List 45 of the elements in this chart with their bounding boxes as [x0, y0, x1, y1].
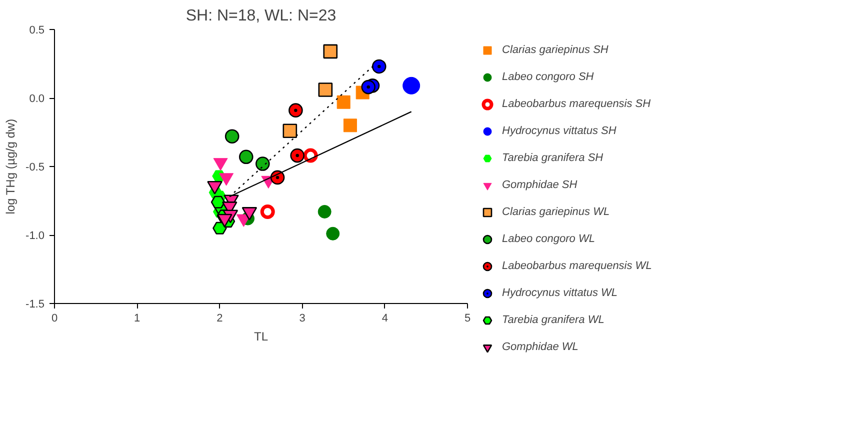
point: [212, 222, 227, 234]
legend-label: Clarias gariepinus SH: [502, 44, 608, 56]
point: [288, 103, 303, 118]
point: [238, 150, 254, 164]
y-tick-label: -1.0: [26, 230, 45, 242]
x-tick-label: 5: [464, 312, 471, 324]
point: [318, 204, 332, 218]
y-tick-label: 0.5: [29, 24, 45, 36]
point: [343, 118, 357, 132]
legend-label: Hydrocynus vittatus WL: [502, 287, 618, 299]
point: [210, 196, 226, 208]
point: [336, 95, 350, 109]
chart-title: SH: N=18, WL: N=23: [186, 8, 336, 24]
x-axis-title: TL: [254, 330, 268, 344]
y-axis-title: log THg (µg/g dw): [4, 118, 18, 214]
point: [290, 148, 304, 163]
x-tick-label: 4: [382, 312, 388, 324]
legend-label: Tarebia granifera WL: [502, 314, 604, 326]
y-tick-label: -0.5: [26, 162, 45, 174]
y-tick-label: 0.0: [29, 93, 45, 105]
legend-label: Gomphidae SH: [502, 179, 578, 191]
point: [323, 44, 338, 59]
x-tick-label: 1: [134, 312, 140, 324]
point: [224, 129, 240, 144]
x-tick-label: 0: [51, 312, 58, 324]
point: [255, 156, 270, 171]
point: [318, 82, 333, 97]
legend-label: Hydrocynus vittatus SH: [502, 125, 616, 137]
point: [260, 204, 275, 219]
point: [361, 80, 376, 94]
point: [402, 76, 420, 94]
legend-label: Clarias gariepinus WL: [502, 206, 610, 218]
legend-label: Labeobarbus marequensis SH: [502, 98, 651, 110]
x-tick-label: 3: [299, 312, 306, 324]
point: [282, 124, 298, 138]
point: [372, 59, 386, 74]
legend-label: Tarebia granifera SH: [502, 152, 604, 164]
point: [270, 170, 285, 185]
point: [326, 226, 340, 240]
legend-label: Gomphidae WL: [502, 341, 578, 353]
legend-label: Labeobarbus marequensis WL: [502, 260, 652, 272]
legend-label: Labeo congoro SH: [502, 71, 594, 83]
x-tick-label: 2: [216, 312, 223, 324]
legend-label: Labeo congoro WL: [502, 233, 595, 245]
y-tick-label: -1.5: [26, 298, 45, 310]
